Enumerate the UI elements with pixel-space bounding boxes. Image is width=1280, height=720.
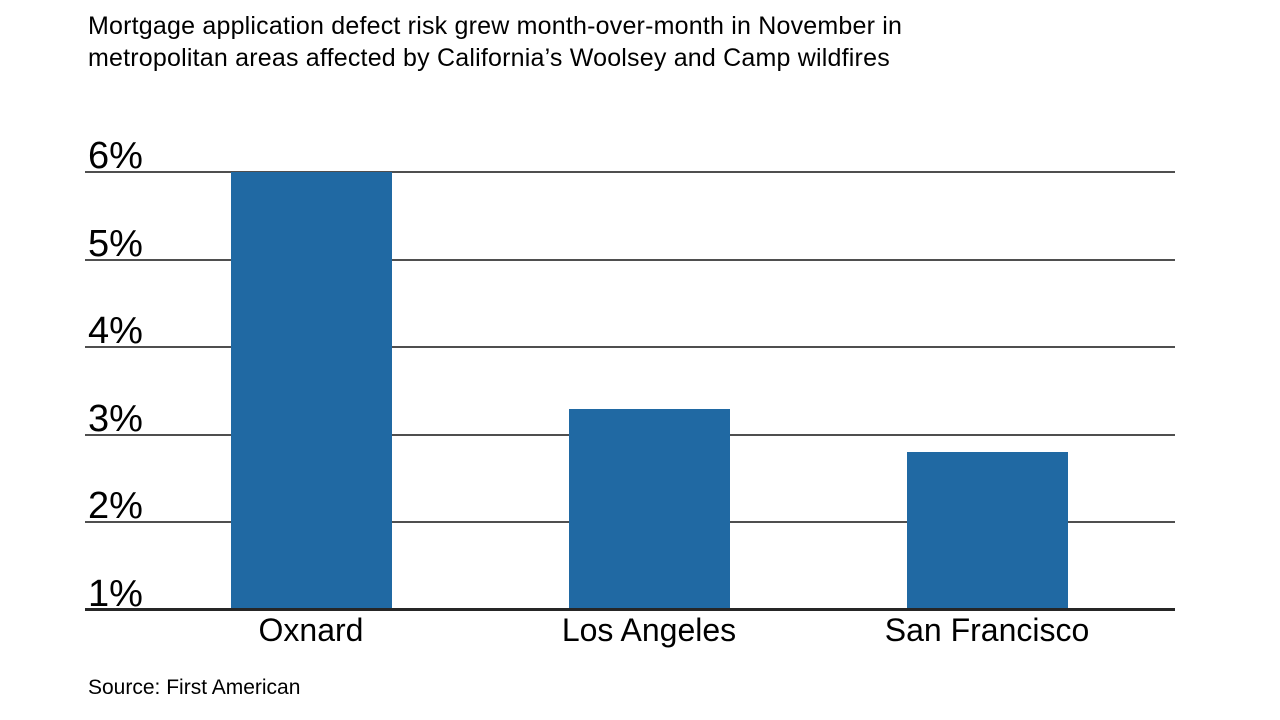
gridline-6- <box>85 171 1175 173</box>
y-tick-label-1-: 1% <box>88 573 143 615</box>
x-category-label-san-francisco: San Francisco <box>884 612 1090 648</box>
y-tick-label-5-: 5% <box>88 222 143 265</box>
chart-title-line2: metropolitan areas affected by Californi… <box>88 44 890 72</box>
y-tick-label-4-: 4% <box>88 310 143 353</box>
bar-san-francisco <box>906 452 1068 610</box>
x-category-label-los-angeles: Los Angeles <box>561 612 737 648</box>
y-tick-label-3-: 3% <box>88 397 143 440</box>
chart-title: Mortgage application defect risk grew mo… <box>88 10 902 74</box>
y-tick-label-6-: 6% <box>88 135 143 177</box>
x-category-label-oxnard: Oxnard <box>258 612 364 648</box>
source-caption: Source: First American <box>88 676 301 699</box>
bar-los-angeles <box>568 408 730 610</box>
gridline-5- <box>85 258 1175 261</box>
y-tick-label-2-: 2% <box>88 485 143 528</box>
bar-oxnard <box>230 172 392 610</box>
gridline-4- <box>85 346 1175 349</box>
x-axis-line <box>85 608 1175 611</box>
chart-title-line1: Mortgage application defect risk grew mo… <box>88 12 903 40</box>
